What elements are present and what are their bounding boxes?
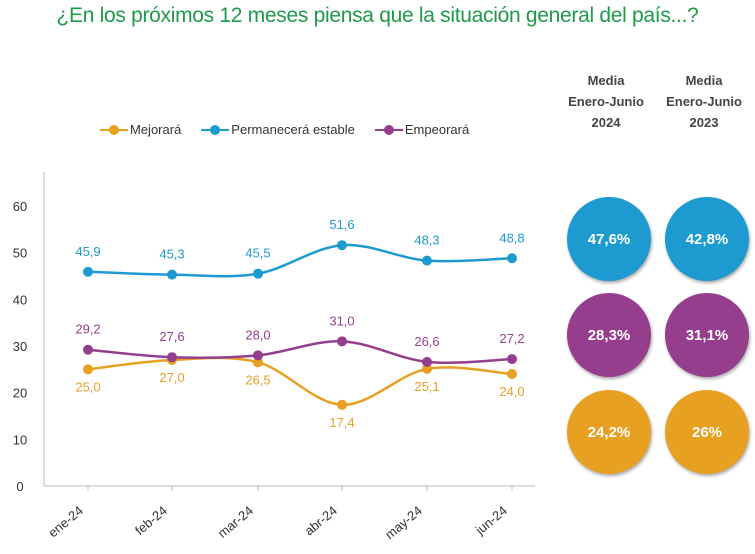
legend-label: Mejorará bbox=[130, 122, 182, 137]
summary-header-2023: Media Enero-Junio 2023 bbox=[666, 73, 742, 130]
summary-value-circle: 24,2% bbox=[567, 390, 651, 474]
data-point bbox=[507, 354, 517, 365]
series-line bbox=[87, 356, 513, 407]
data-label: 29,2 bbox=[75, 322, 100, 337]
data-point bbox=[337, 240, 347, 251]
data-point bbox=[507, 253, 517, 264]
y-tick-label: 0 bbox=[16, 479, 23, 494]
series-line bbox=[87, 340, 513, 365]
data-point bbox=[253, 350, 263, 361]
y-tick-label: 50 bbox=[13, 246, 27, 261]
legend-marker bbox=[374, 124, 403, 136]
legend-marker bbox=[100, 124, 128, 136]
data-point bbox=[422, 255, 432, 266]
y-tick-label: 20 bbox=[13, 386, 27, 401]
data-label: 26,5 bbox=[245, 372, 270, 387]
x-tick-label: mar-24 bbox=[215, 503, 256, 541]
data-label: 26,6 bbox=[414, 334, 439, 349]
data-point bbox=[253, 268, 263, 279]
x-tick-label: jun-24 bbox=[472, 503, 510, 538]
data-point bbox=[507, 369, 517, 379]
summary-value-circle: 31,1% bbox=[665, 293, 749, 377]
y-tick-label: 40 bbox=[13, 292, 27, 307]
data-point bbox=[83, 344, 93, 355]
data-label: 25,1 bbox=[414, 379, 439, 394]
data-point bbox=[253, 357, 263, 368]
x-tick-label: may-24 bbox=[382, 503, 425, 542]
legend-item: Empeorará bbox=[374, 122, 470, 137]
summary-header-2024: Media Enero-Junio 2024 bbox=[568, 73, 644, 130]
summary-value-circle: 26% bbox=[665, 390, 749, 474]
data-label: 25,0 bbox=[75, 379, 100, 394]
summary-value-circle: 42,8% bbox=[665, 197, 749, 281]
data-label: 27,6 bbox=[159, 329, 184, 344]
data-label: 17,4 bbox=[329, 415, 354, 430]
legend-item: Mejorará bbox=[100, 122, 181, 137]
y-tick-label: 10 bbox=[13, 432, 27, 447]
x-tick-label: abr-24 bbox=[302, 503, 340, 539]
legend-item: Permanecerá estable bbox=[201, 122, 355, 137]
y-tick-label: 60 bbox=[13, 199, 27, 214]
data-point bbox=[337, 336, 347, 347]
data-point bbox=[167, 269, 177, 280]
data-label: 48,8 bbox=[499, 230, 524, 245]
legend-label: Empeorará bbox=[404, 122, 470, 137]
data-label: 28,0 bbox=[245, 327, 270, 342]
legend-label: Permanecerá estable bbox=[231, 122, 355, 137]
series-line bbox=[87, 243, 513, 278]
x-tick-label: ene-24 bbox=[45, 503, 86, 541]
x-tick-label: feb-24 bbox=[132, 503, 170, 538]
data-point bbox=[422, 363, 432, 374]
data-point bbox=[83, 266, 93, 277]
data-label: 45,9 bbox=[75, 244, 100, 259]
data-label: 45,3 bbox=[159, 247, 184, 262]
data-point bbox=[83, 364, 93, 375]
legend-marker bbox=[201, 124, 230, 136]
data-point bbox=[337, 399, 347, 410]
data-label: 24,0 bbox=[499, 384, 524, 399]
data-label: 48,3 bbox=[414, 233, 439, 248]
data-label: 31,0 bbox=[329, 313, 354, 328]
summary-value-circle: 28,3% bbox=[567, 293, 651, 377]
y-tick-label: 30 bbox=[13, 339, 27, 354]
data-label: 27,2 bbox=[499, 331, 524, 346]
data-label: 45,5 bbox=[245, 246, 270, 261]
summary-value-circle: 47,6% bbox=[567, 197, 651, 281]
legend: Mejorará Permanecerá estable Empeorará bbox=[100, 122, 469, 137]
data-label: 27,0 bbox=[159, 370, 184, 385]
data-point bbox=[422, 356, 432, 367]
data-label: 51,6 bbox=[329, 217, 354, 232]
data-point bbox=[167, 352, 177, 363]
chart-title: ¿En los próximos 12 meses piensa que la … bbox=[56, 4, 699, 27]
